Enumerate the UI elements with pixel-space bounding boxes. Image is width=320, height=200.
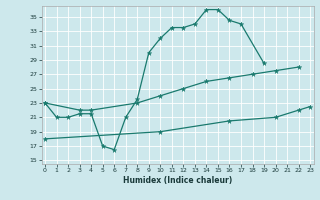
X-axis label: Humidex (Indice chaleur): Humidex (Indice chaleur) [123,176,232,185]
